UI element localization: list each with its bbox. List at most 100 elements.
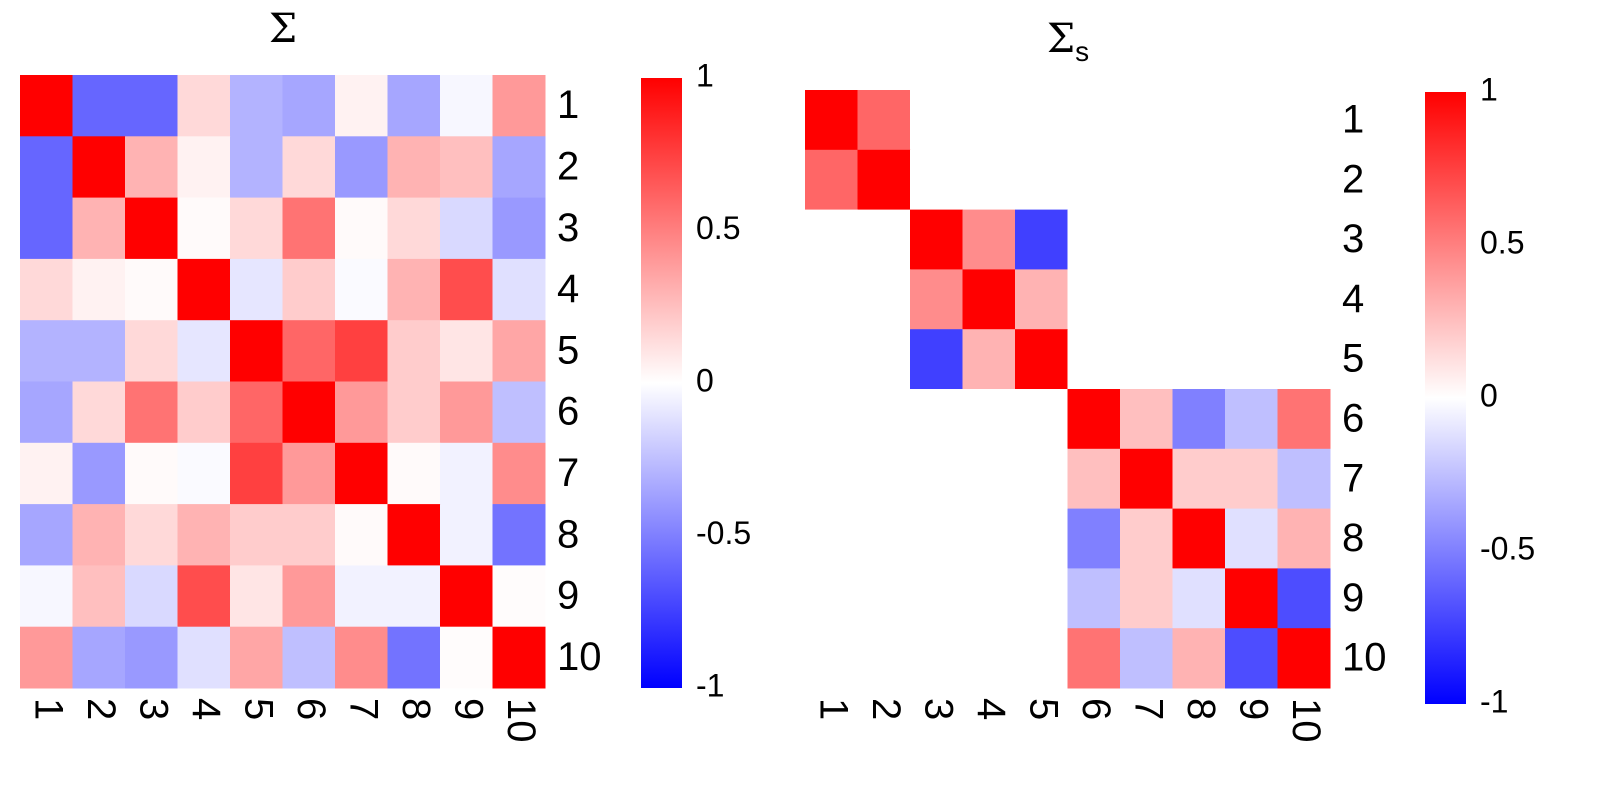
heatmap-cell xyxy=(1225,628,1278,689)
heatmap-cell xyxy=(1172,389,1226,450)
column-label: 8 xyxy=(394,698,438,720)
heatmap-cell xyxy=(910,90,963,151)
heatmap-cell xyxy=(335,442,388,505)
heatmap-cell xyxy=(805,269,858,330)
heatmap-cell xyxy=(335,565,388,628)
heatmap-cell xyxy=(1120,209,1173,270)
heatmap-cell xyxy=(177,197,231,260)
colorbar xyxy=(1425,92,1466,704)
heatmap-cell xyxy=(335,381,388,444)
heatmap-cell xyxy=(440,136,493,199)
heatmap-cell xyxy=(177,442,231,505)
title-subscript: s xyxy=(1075,36,1089,67)
heatmap-cell xyxy=(1120,269,1173,330)
heatmap-cell xyxy=(440,320,493,382)
heatmap-cell xyxy=(335,626,388,689)
column-label: 4 xyxy=(969,698,1013,720)
heatmap-cell xyxy=(492,258,546,321)
heatmap-cell xyxy=(1120,628,1173,689)
heatmap-cell xyxy=(910,209,963,270)
heatmap-cell xyxy=(910,448,963,510)
heatmap-cell xyxy=(1067,90,1121,151)
heatmap-cell xyxy=(177,320,231,382)
heatmap-cell xyxy=(492,565,546,628)
heatmap-cell xyxy=(125,381,178,444)
heatmap-cell xyxy=(1015,568,1068,629)
heatmap-cell xyxy=(387,504,441,566)
heatmap-cell xyxy=(1120,389,1173,450)
heatmap-cell xyxy=(72,136,126,199)
column-label: 4 xyxy=(184,698,228,720)
heatmap-cell xyxy=(440,197,493,260)
heatmap-cell xyxy=(282,136,336,199)
heatmap-cell xyxy=(910,269,963,330)
heatmap-cell xyxy=(1015,448,1068,510)
heatmap-cell xyxy=(857,389,911,450)
heatmap-cell xyxy=(125,75,178,137)
heatmap-cell xyxy=(1067,508,1121,569)
heatmap-cell xyxy=(1067,329,1121,390)
heatmap-cell xyxy=(125,258,178,321)
heatmap-cell xyxy=(857,329,911,390)
colorbar-tick-label: -0.5 xyxy=(1480,530,1535,566)
heatmap-cell xyxy=(910,149,963,211)
row-label: 10 xyxy=(557,635,602,679)
heatmap-cell xyxy=(1277,508,1331,569)
heatmap-cell xyxy=(1225,389,1278,450)
heatmap-cell xyxy=(1015,149,1068,211)
heatmap-cell xyxy=(335,320,388,382)
heatmap-cell xyxy=(962,628,1016,689)
row-label: 9 xyxy=(557,574,579,618)
heatmap-cell xyxy=(72,565,126,628)
heatmap-cell xyxy=(910,628,963,689)
heatmap-cell xyxy=(230,320,283,382)
heatmap-cell xyxy=(20,197,73,260)
column-label: 3 xyxy=(917,698,961,720)
heatmap-cell xyxy=(282,381,336,444)
heatmap-cell xyxy=(1172,628,1226,689)
heatmap-cell xyxy=(1172,508,1226,569)
heatmap-cell xyxy=(177,565,231,628)
column-label: 2 xyxy=(864,698,908,720)
heatmap-cell xyxy=(282,565,336,628)
row-label: 7 xyxy=(557,451,579,495)
heatmap-cell xyxy=(20,565,73,628)
heatmap-cell xyxy=(805,329,858,390)
heatmap-cell xyxy=(1277,329,1331,390)
row-label: 6 xyxy=(557,390,579,434)
heatmap-cell xyxy=(125,565,178,628)
heatmap-cell xyxy=(492,320,546,382)
column-label: 3 xyxy=(132,698,176,720)
heatmap-cell xyxy=(177,626,231,689)
heatmap-cell xyxy=(1015,90,1068,151)
heatmap-cell xyxy=(335,258,388,321)
heatmap-cell xyxy=(230,75,283,137)
heatmap-cell xyxy=(857,90,911,151)
row-label: 10 xyxy=(1342,636,1387,680)
row-label: 6 xyxy=(1342,396,1364,440)
colorbar-tick-label: 1 xyxy=(696,57,714,93)
heatmap-cell xyxy=(20,381,73,444)
row-label: 9 xyxy=(1342,576,1364,620)
heatmap-cell xyxy=(387,626,441,689)
heatmap-cell xyxy=(125,504,178,566)
heatmap-cell xyxy=(1015,389,1068,450)
heatmap-cell xyxy=(1225,568,1278,629)
heatmap-cell xyxy=(962,448,1016,510)
colorbar xyxy=(641,78,682,688)
row-label: 1 xyxy=(1342,97,1364,141)
title-text: Σ xyxy=(1047,16,1075,62)
heatmap-cell xyxy=(282,75,336,137)
heatmap-cell xyxy=(387,442,441,505)
heatmap-cell xyxy=(335,197,388,260)
heatmap-cell xyxy=(805,448,858,510)
heatmap-cell xyxy=(805,628,858,689)
heatmap-cell xyxy=(177,75,231,137)
heatmap-cell xyxy=(282,504,336,566)
heatmap-cell xyxy=(1277,269,1331,330)
heatmap-cell xyxy=(20,258,73,321)
heatmap-cell xyxy=(20,136,73,199)
heatmap-cell xyxy=(230,504,283,566)
heatmap-cell xyxy=(857,628,911,689)
heatmap-cell xyxy=(857,568,911,629)
